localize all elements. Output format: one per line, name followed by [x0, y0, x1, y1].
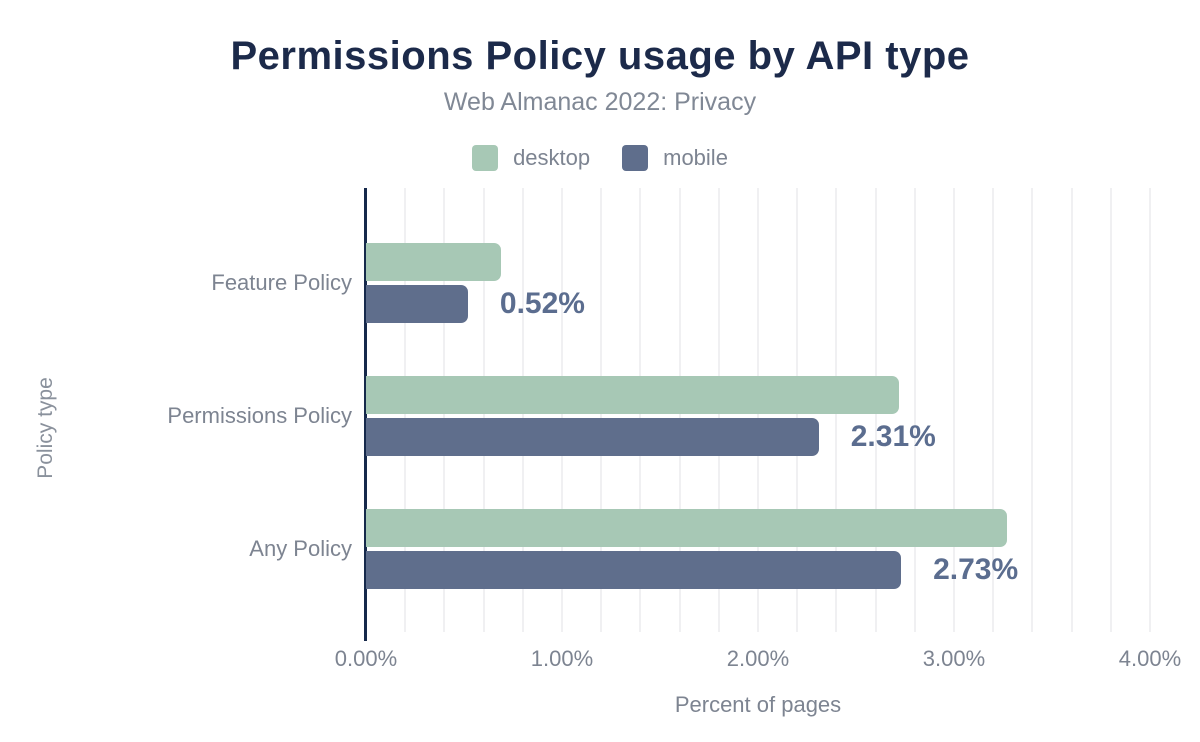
x-tick-label: 0.00%	[334, 646, 398, 671]
bar-desktop-feature-policy[interactable]	[366, 243, 502, 281]
x-axis-title: Percent of pages	[674, 692, 842, 717]
value-label-any-policy: 2.73%	[933, 553, 1019, 586]
y-axis-title: Policy type	[34, 377, 57, 479]
desktop-swatch-icon	[472, 145, 499, 171]
chart-subtitle: Web Almanac 2022: Privacy	[443, 88, 757, 116]
gridline	[953, 188, 955, 632]
legend-item-mobile[interactable]: mobile	[622, 145, 728, 171]
x-tick-label: 4.00%	[1118, 646, 1182, 671]
gridline	[992, 188, 995, 632]
bar-mobile-any-policy[interactable]	[366, 551, 902, 589]
gridline	[1109, 188, 1112, 632]
legend-label-desktop: desktop	[513, 145, 591, 170]
legend-item-desktop[interactable]: desktop	[472, 145, 590, 171]
category-label-any-policy: Any Policy	[249, 536, 352, 561]
gridline	[1149, 188, 1151, 632]
x-tick-label: 1.00%	[530, 646, 594, 671]
gridline	[913, 188, 916, 632]
x-tick-label: 3.00%	[922, 646, 986, 671]
gridline	[1070, 188, 1073, 632]
category-label-feature-policy: Feature Policy	[211, 270, 352, 295]
bar-mobile-permissions-policy[interactable]	[366, 418, 819, 456]
gridline	[1031, 188, 1034, 632]
bar-desktop-any-policy[interactable]	[366, 509, 1007, 547]
category-label-permissions-policy: Permissions Policy	[167, 403, 352, 428]
bar-mobile-feature-policy[interactable]	[366, 285, 468, 323]
value-label-permissions-policy: 2.31%	[850, 420, 936, 453]
y-axis-line	[364, 188, 367, 641]
bar-desktop-permissions-policy[interactable]	[366, 376, 900, 414]
x-tick-label: 2.00%	[726, 646, 790, 671]
legend-label-mobile: mobile	[663, 145, 728, 170]
legend: desktop mobile	[0, 143, 1200, 173]
value-label-feature-policy: 0.52%	[499, 287, 585, 320]
chart-title: Permissions Policy usage by API type	[230, 34, 970, 78]
mobile-swatch-icon	[622, 145, 649, 171]
